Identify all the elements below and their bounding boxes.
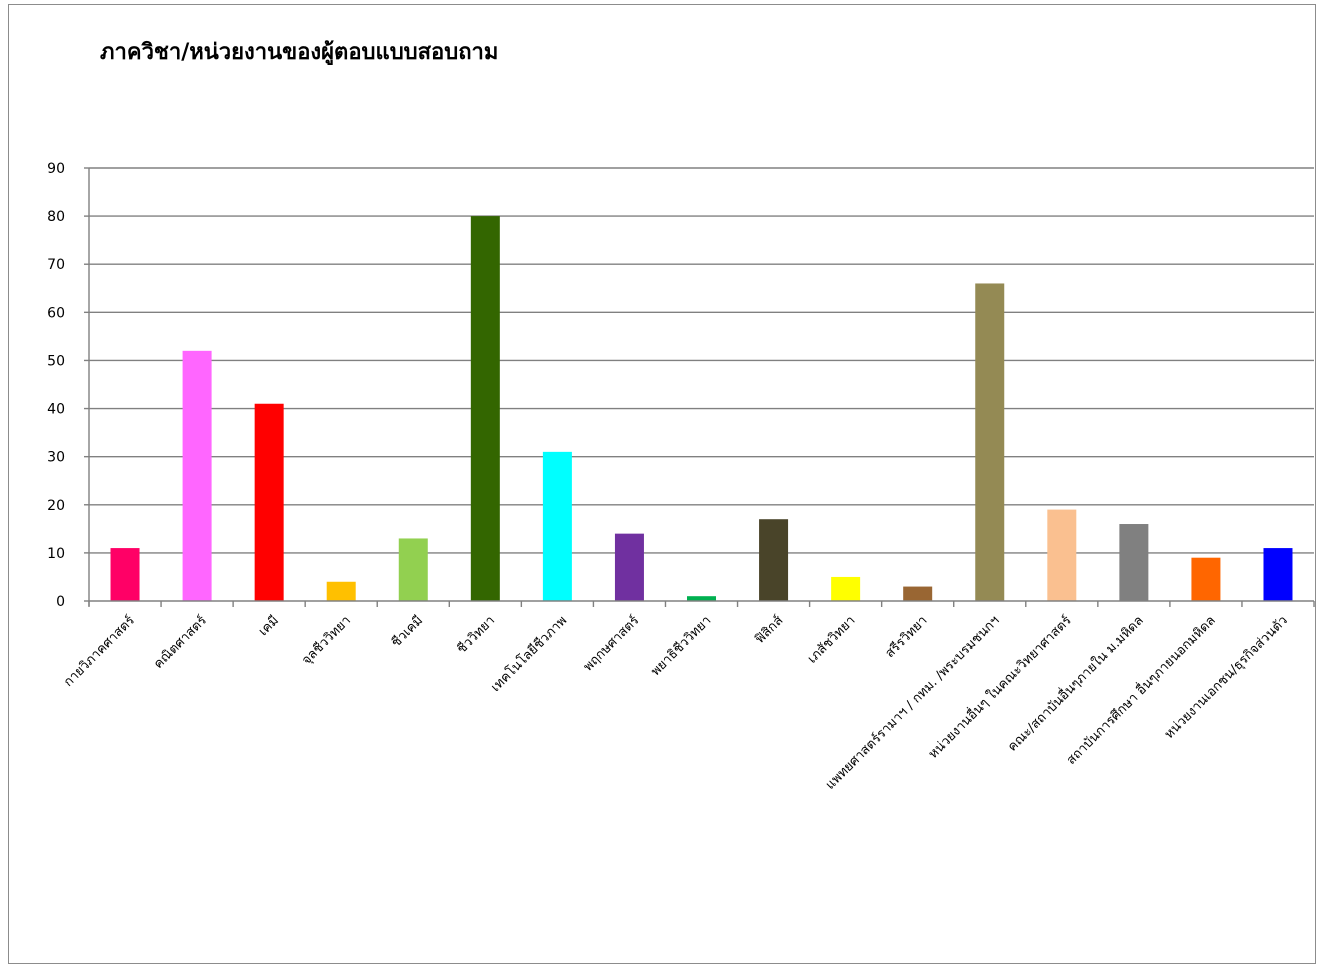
y-tick-label: 80 (47, 209, 65, 225)
x-category-label: หน่วยงานอื่นๆ ในคณะวิทยาศาสตร์ (924, 612, 1074, 762)
y-tick-label: 30 (47, 450, 65, 466)
y-tick-label: 70 (47, 257, 65, 273)
bar-16 (1191, 557, 1221, 601)
x-category-label: สรีรวิทยา (882, 613, 931, 662)
y-tick-label: 50 (47, 353, 65, 369)
x-category-label: ชีววิทยา (454, 613, 498, 657)
bar-14 (1047, 509, 1077, 601)
bar-7 (542, 451, 572, 601)
x-category-label: กายวิภาคศาสตร์ (60, 613, 137, 690)
x-category-label: เคมี (255, 613, 282, 640)
bar-17 (1263, 548, 1293, 601)
bar-1 (110, 548, 140, 601)
x-category-label: ชีวเคมี (388, 613, 426, 651)
bar-11 (831, 576, 861, 601)
bar-2 (182, 350, 212, 601)
x-category-label: เภสัชวิทยา (805, 613, 858, 666)
bar-12 (903, 586, 933, 601)
y-tick-label: 40 (47, 402, 65, 418)
y-tick-label: 0 (56, 594, 65, 610)
bar-9 (687, 596, 717, 601)
x-category-label: คณะ/สถาบันอื่นๆภายใน ม.มหิดล (1004, 612, 1147, 755)
x-category-label: สถาบันการศึกษา อื่นๆภายนอกมหิดล (1063, 612, 1219, 768)
bar-13 (975, 283, 1005, 601)
bar-5 (398, 538, 428, 601)
x-category-label: หน่วยงานเอกชน/ธุรกิจส่วนตัว (1162, 613, 1291, 742)
chart-title: ภาควิชา/หน่วยงานของผู้ตอบแบบสอบถาม (100, 40, 499, 65)
y-tick-label: 20 (47, 498, 65, 514)
chart-frame (8, 4, 1316, 964)
bar-15 (1119, 524, 1149, 601)
bar-10 (759, 519, 789, 601)
bar-3 (254, 403, 284, 601)
x-category-label: พยาธิชีววิทยา (648, 613, 715, 680)
bar-4 (326, 581, 356, 601)
y-tick-label: 10 (47, 546, 65, 562)
y-tick-label: 60 (47, 305, 65, 321)
x-category-label: พฤกษศาสตร์ (580, 613, 642, 675)
x-category-label: ฟิสิกส์ (752, 612, 787, 647)
y-tick-label: 90 (47, 161, 65, 177)
x-category-label: คณิตศาสตร์ (150, 613, 209, 672)
x-category-label: จุลชีววิทยา (299, 613, 355, 669)
bar-6 (470, 216, 500, 601)
bar-8 (614, 533, 644, 601)
x-category-label: เทคโนโลยีชีวภาพ (488, 613, 571, 696)
